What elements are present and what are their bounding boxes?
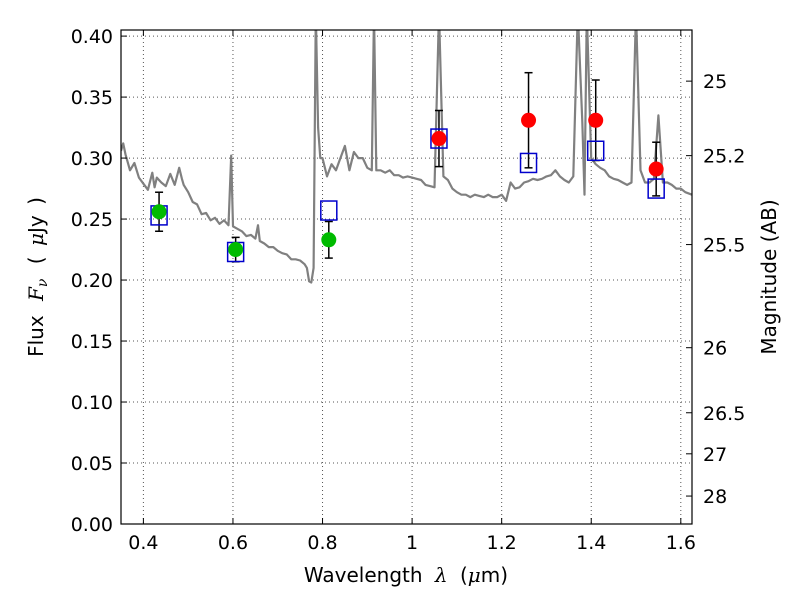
y-axis-unit-close: ) — [24, 197, 48, 205]
nir-point — [431, 131, 447, 147]
x-axis-unit-mu: μ — [468, 563, 481, 587]
x-axis-title-text: Wavelength — [304, 563, 423, 587]
x-axis-unit-open: ( — [460, 563, 468, 587]
axes: 0.4 0.6 0.8 1 1.2 1.4 1.6 0.00 0.05 0.10 0.15 0.20 0… — [71, 26, 746, 554]
x-tick-label: 1 — [406, 532, 418, 554]
y-axis-title-left: Flux Fν ( μJy ) — [24, 197, 52, 357]
y-tick-label: 0.30 — [71, 148, 113, 170]
y-tick-label: 0.00 — [71, 514, 113, 536]
nir-point — [648, 161, 664, 177]
x-tick-label: 0.4 — [128, 532, 158, 554]
y-tick-label: 0.25 — [71, 209, 113, 231]
y-axis-unit-mu: μ — [24, 233, 48, 246]
optical-point — [228, 242, 244, 258]
right-tick-label: 27 — [703, 444, 727, 466]
y-axis-symbol-sub: ν — [35, 278, 51, 287]
x-tick-label: 1.2 — [487, 532, 517, 554]
nir-point — [521, 112, 537, 128]
x-axis-unit-rest: m) — [481, 563, 508, 587]
y-axis-unit-rest: Jy — [24, 215, 48, 235]
model-square-marker — [320, 200, 338, 221]
nir-point — [588, 112, 604, 128]
x-tick-label: 0.8 — [307, 532, 337, 554]
y-axis-unit-open: ( — [24, 256, 48, 264]
plot-area — [121, 30, 692, 284]
right-tick-label: 25.2 — [703, 146, 745, 168]
x-tick-label: 1.4 — [576, 532, 606, 554]
right-tick-label: 28 — [703, 486, 727, 508]
template-spectrum-line — [121, 30, 692, 284]
y-tick-label: 0.15 — [71, 331, 113, 353]
optical-point — [321, 232, 337, 248]
right-tick-label: 25.5 — [703, 235, 745, 257]
plot-frame — [120, 29, 693, 525]
y-tick-label: 0.35 — [71, 87, 113, 109]
y-tick-label: 0.10 — [71, 392, 113, 414]
y-tick-label: 0.40 — [71, 26, 113, 48]
right-tick-label: 26 — [703, 338, 727, 360]
model-square-marker — [586, 140, 605, 162]
model-square-marker — [430, 128, 448, 149]
x-tick-label: 0.6 — [218, 532, 248, 554]
right-tick-label: 25 — [703, 71, 727, 93]
y-tick-label: 0.05 — [71, 453, 113, 475]
x-tick-label: 1.6 — [666, 532, 696, 554]
right-tick-label: 26.5 — [703, 403, 745, 425]
x-axis-title: Wavelength λ (μm) — [304, 563, 508, 587]
y-axis-title-text: Flux — [24, 315, 48, 357]
y-tick-label: 0.20 — [71, 270, 113, 292]
model-square-marker — [519, 152, 538, 174]
y-axis-title-right: Magnitude (AB) — [757, 199, 781, 354]
model-square-marker — [647, 178, 665, 199]
optical-point — [151, 204, 167, 220]
x-axis-symbol: λ — [434, 563, 448, 587]
y-axis-symbol: F — [24, 286, 48, 302]
